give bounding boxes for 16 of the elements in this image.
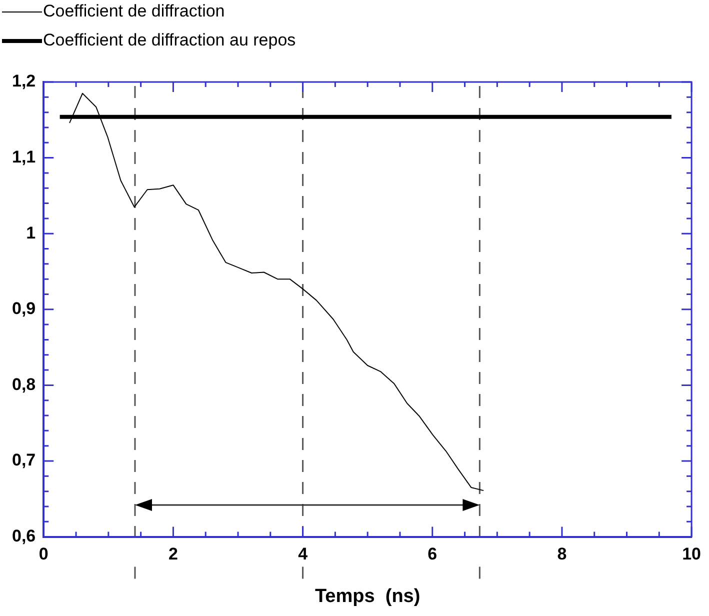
x-tick-label: 8 [557, 544, 567, 564]
y-tick-label: 0,8 [12, 374, 36, 394]
x-axis-title: Temps (ns) [314, 586, 420, 607]
y-tick-label: 1,1 [12, 147, 36, 166]
y-tick-label: 0,7 [12, 450, 36, 470]
y-tick-label: 0,6 [12, 526, 36, 546]
legend-label: Coefficient de diffraction au repos [43, 30, 296, 50]
legend-label: Coefficient de diffraction [43, 2, 225, 21]
x-tick-label: 6 [428, 544, 438, 564]
x-tick-label: 2 [168, 544, 178, 564]
x-tick-label: 10 [682, 544, 702, 564]
y-tick-label: 0,9 [12, 299, 36, 318]
x-tick-label: 0 [38, 544, 48, 564]
y-tick-label: 1 [26, 223, 36, 242]
x-tick-label: 4 [298, 544, 308, 564]
y-tick-label: 1,2 [12, 72, 36, 91]
